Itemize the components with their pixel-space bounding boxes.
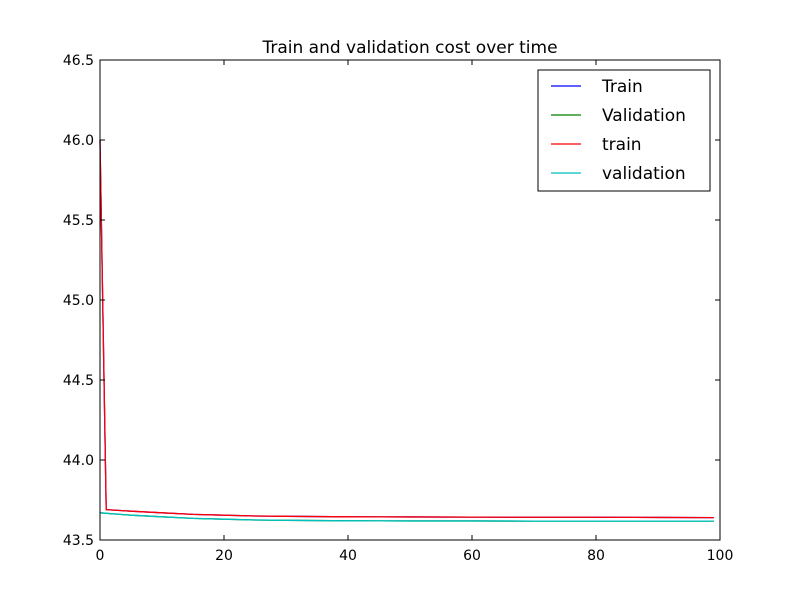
series-lines [99,139,714,522]
x-tick-label: 60 [463,548,481,564]
x-tick-label: 100 [707,548,734,564]
legend: Train Validation train validation [537,69,711,192]
legend-label-train: train [602,135,642,155]
x-tick-label: 20 [215,548,233,564]
y-tick-label: 46.5 [63,53,94,69]
chart-title: Train and validation cost over time [261,38,557,58]
y-axis: 43.5 44.0 44.5 45.0 45.5 46.0 46.5 [63,53,720,549]
x-tick-label: 40 [339,548,357,564]
y-tick-label: 45.5 [63,213,94,229]
x-axis: 0 20 40 60 80 100 [96,60,734,564]
y-tick-label: 46.0 [63,133,94,149]
y-tick-label: 43.5 [63,533,94,549]
x-tick-label: 80 [587,548,605,564]
x-tick-label: 0 [96,548,105,564]
legend-box [537,69,711,192]
y-tick-label: 45.0 [63,293,94,309]
y-tick-label: 44.0 [63,453,94,469]
legend-label-validation: Validation [602,106,686,126]
series-line-2-train [99,139,714,519]
y-tick-label: 44.5 [63,373,94,389]
legend-label-train: Train [601,77,643,97]
legend-label-validation: validation [602,164,686,184]
series-line-3-validation [99,512,714,522]
